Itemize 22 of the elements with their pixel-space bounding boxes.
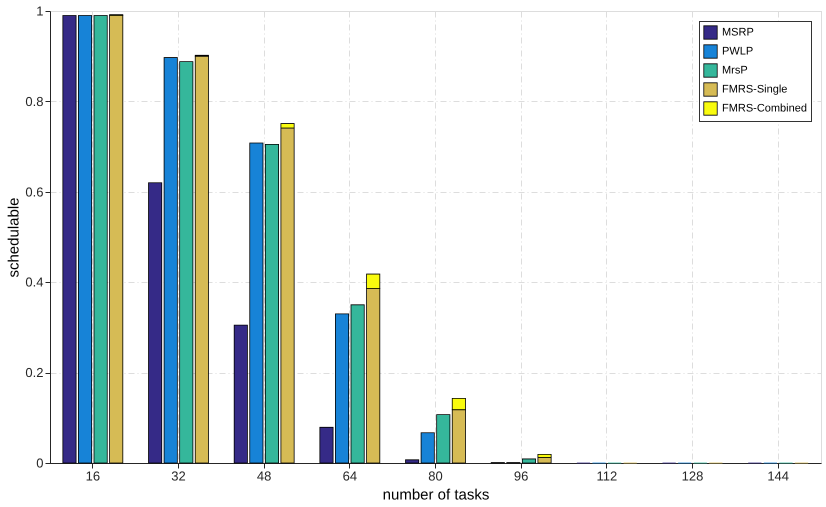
x-tick-label: 48 bbox=[256, 468, 272, 484]
x-tick-label: 64 bbox=[342, 468, 358, 484]
x-axis-title: number of tasks bbox=[382, 486, 490, 504]
y-tick-label: 0.6 bbox=[25, 184, 44, 200]
x-tick-label: 144 bbox=[767, 468, 790, 484]
y-tick-label: 0.2 bbox=[25, 365, 44, 380]
legend-label: PWLP bbox=[722, 46, 754, 58]
x-tick-label: 32 bbox=[171, 468, 186, 484]
y-tick-label: 1 bbox=[36, 4, 44, 18]
y-axis-title: schedulable bbox=[5, 197, 22, 278]
y-tick-label: 0.4 bbox=[25, 274, 44, 290]
legend-label: MSRP bbox=[722, 26, 754, 38]
x-tick-label: 112 bbox=[596, 468, 618, 484]
y-tick-label: 0.8 bbox=[25, 94, 44, 109]
y-tick-label: 0 bbox=[36, 456, 44, 470]
x-tick-label: 80 bbox=[428, 468, 443, 484]
x-tick-label: 96 bbox=[514, 468, 528, 484]
x-tick-label: 16 bbox=[86, 468, 100, 484]
legend-label: FMRS-Combined bbox=[722, 102, 807, 114]
legend-label: FMRS-Single bbox=[722, 84, 788, 96]
x-tick-label: 128 bbox=[682, 468, 704, 484]
legend-label: MrsP bbox=[722, 64, 748, 76]
